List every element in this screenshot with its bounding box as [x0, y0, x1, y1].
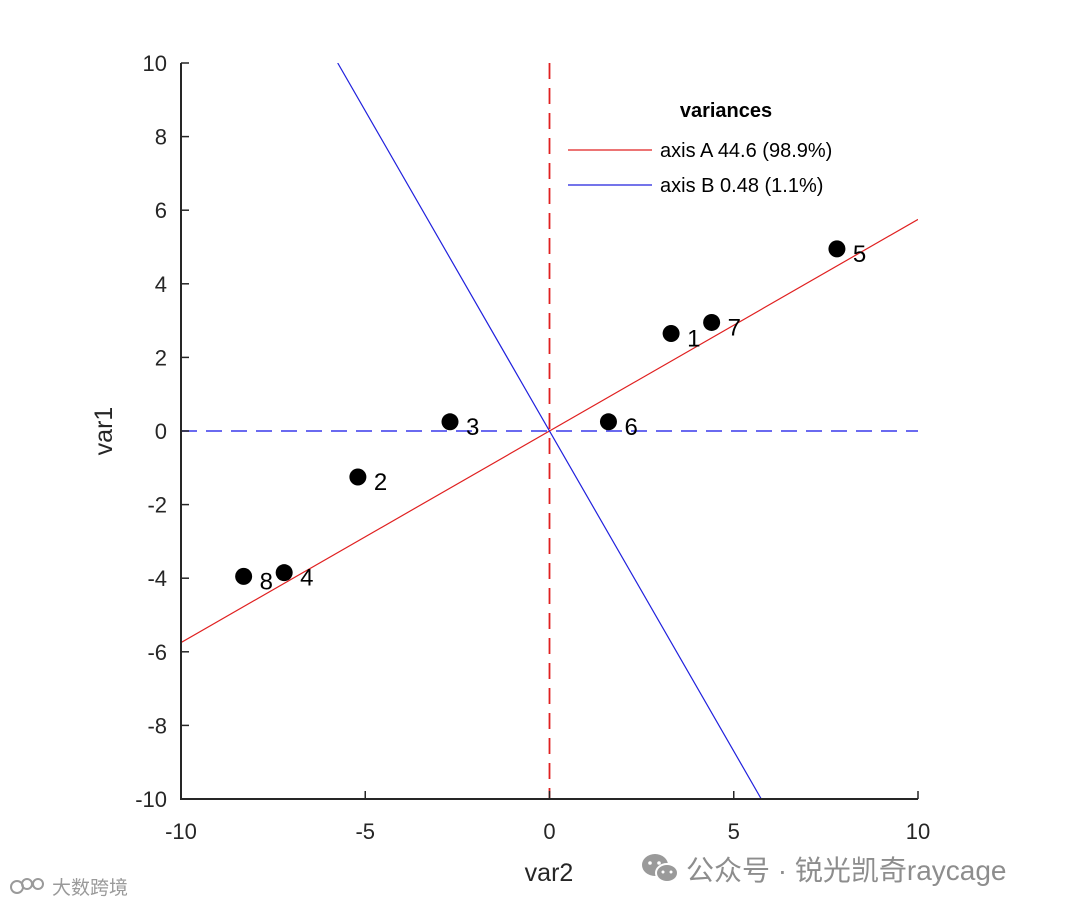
x-axis-label: var2 [525, 859, 574, 887]
data-point-label-4: 4 [300, 565, 313, 592]
y-tick-label: -2 [147, 493, 167, 518]
data-point-3 [441, 413, 459, 431]
y-tick-label: 4 [155, 272, 167, 297]
y-tick-label: 8 [155, 125, 167, 150]
y-tick-label: -8 [147, 713, 167, 738]
x-tick-label: -10 [165, 819, 197, 844]
y-tick-label: -10 [135, 787, 167, 812]
data-point-label-5: 5 [853, 241, 866, 268]
axis-b-line [337, 63, 762, 799]
data-point-4 [275, 564, 293, 582]
data-point-label-3: 3 [466, 414, 479, 441]
legend-entry-axis-a: axis A 44.6 (98.9%) [660, 140, 832, 162]
data-point-2 [349, 468, 367, 486]
x-tick-label: 10 [906, 819, 930, 844]
data-point-5 [828, 240, 846, 258]
y-tick-label: 0 [155, 419, 167, 444]
wechat-icon [640, 852, 680, 893]
watermark-left: 大数跨境 [10, 873, 128, 901]
legend-title: variances [680, 100, 772, 122]
y-axis-label: var1 [90, 407, 118, 456]
data-point-label-8: 8 [260, 568, 273, 595]
data-point-label-6: 6 [624, 414, 637, 441]
y-tick-label: 6 [155, 198, 167, 223]
y-tick-label: -4 [147, 566, 167, 591]
data-point-label-1: 1 [687, 325, 700, 352]
data-point-label-7: 7 [728, 314, 741, 341]
legend: variances axis A 44.6 (98.9%) axis B 0.4… [568, 100, 832, 197]
data-point-6 [599, 413, 617, 431]
data-point-1 [662, 324, 680, 342]
y-tick-label: 10 [143, 51, 167, 76]
data-point-8 [235, 567, 253, 585]
data-point-label-2: 2 [374, 469, 387, 496]
y-tick-label: -6 [147, 640, 167, 665]
y-tick-label: 2 [155, 345, 167, 370]
watermark-left-text: 大数跨境 [52, 878, 129, 899]
legend-entry-axis-b: axis B 0.48 (1.1%) [660, 175, 823, 197]
x-tick-label: 5 [728, 819, 740, 844]
x-tick-label: -5 [355, 819, 375, 844]
data-point-7 [703, 313, 721, 331]
chain-link-icon [10, 877, 46, 901]
x-tick-label: 0 [543, 819, 555, 844]
watermark-right: 公众号 · 锐光凯奇raycage [640, 849, 1007, 893]
watermark-right-text: 公众号 · 锐光凯奇raycage [686, 855, 1007, 886]
